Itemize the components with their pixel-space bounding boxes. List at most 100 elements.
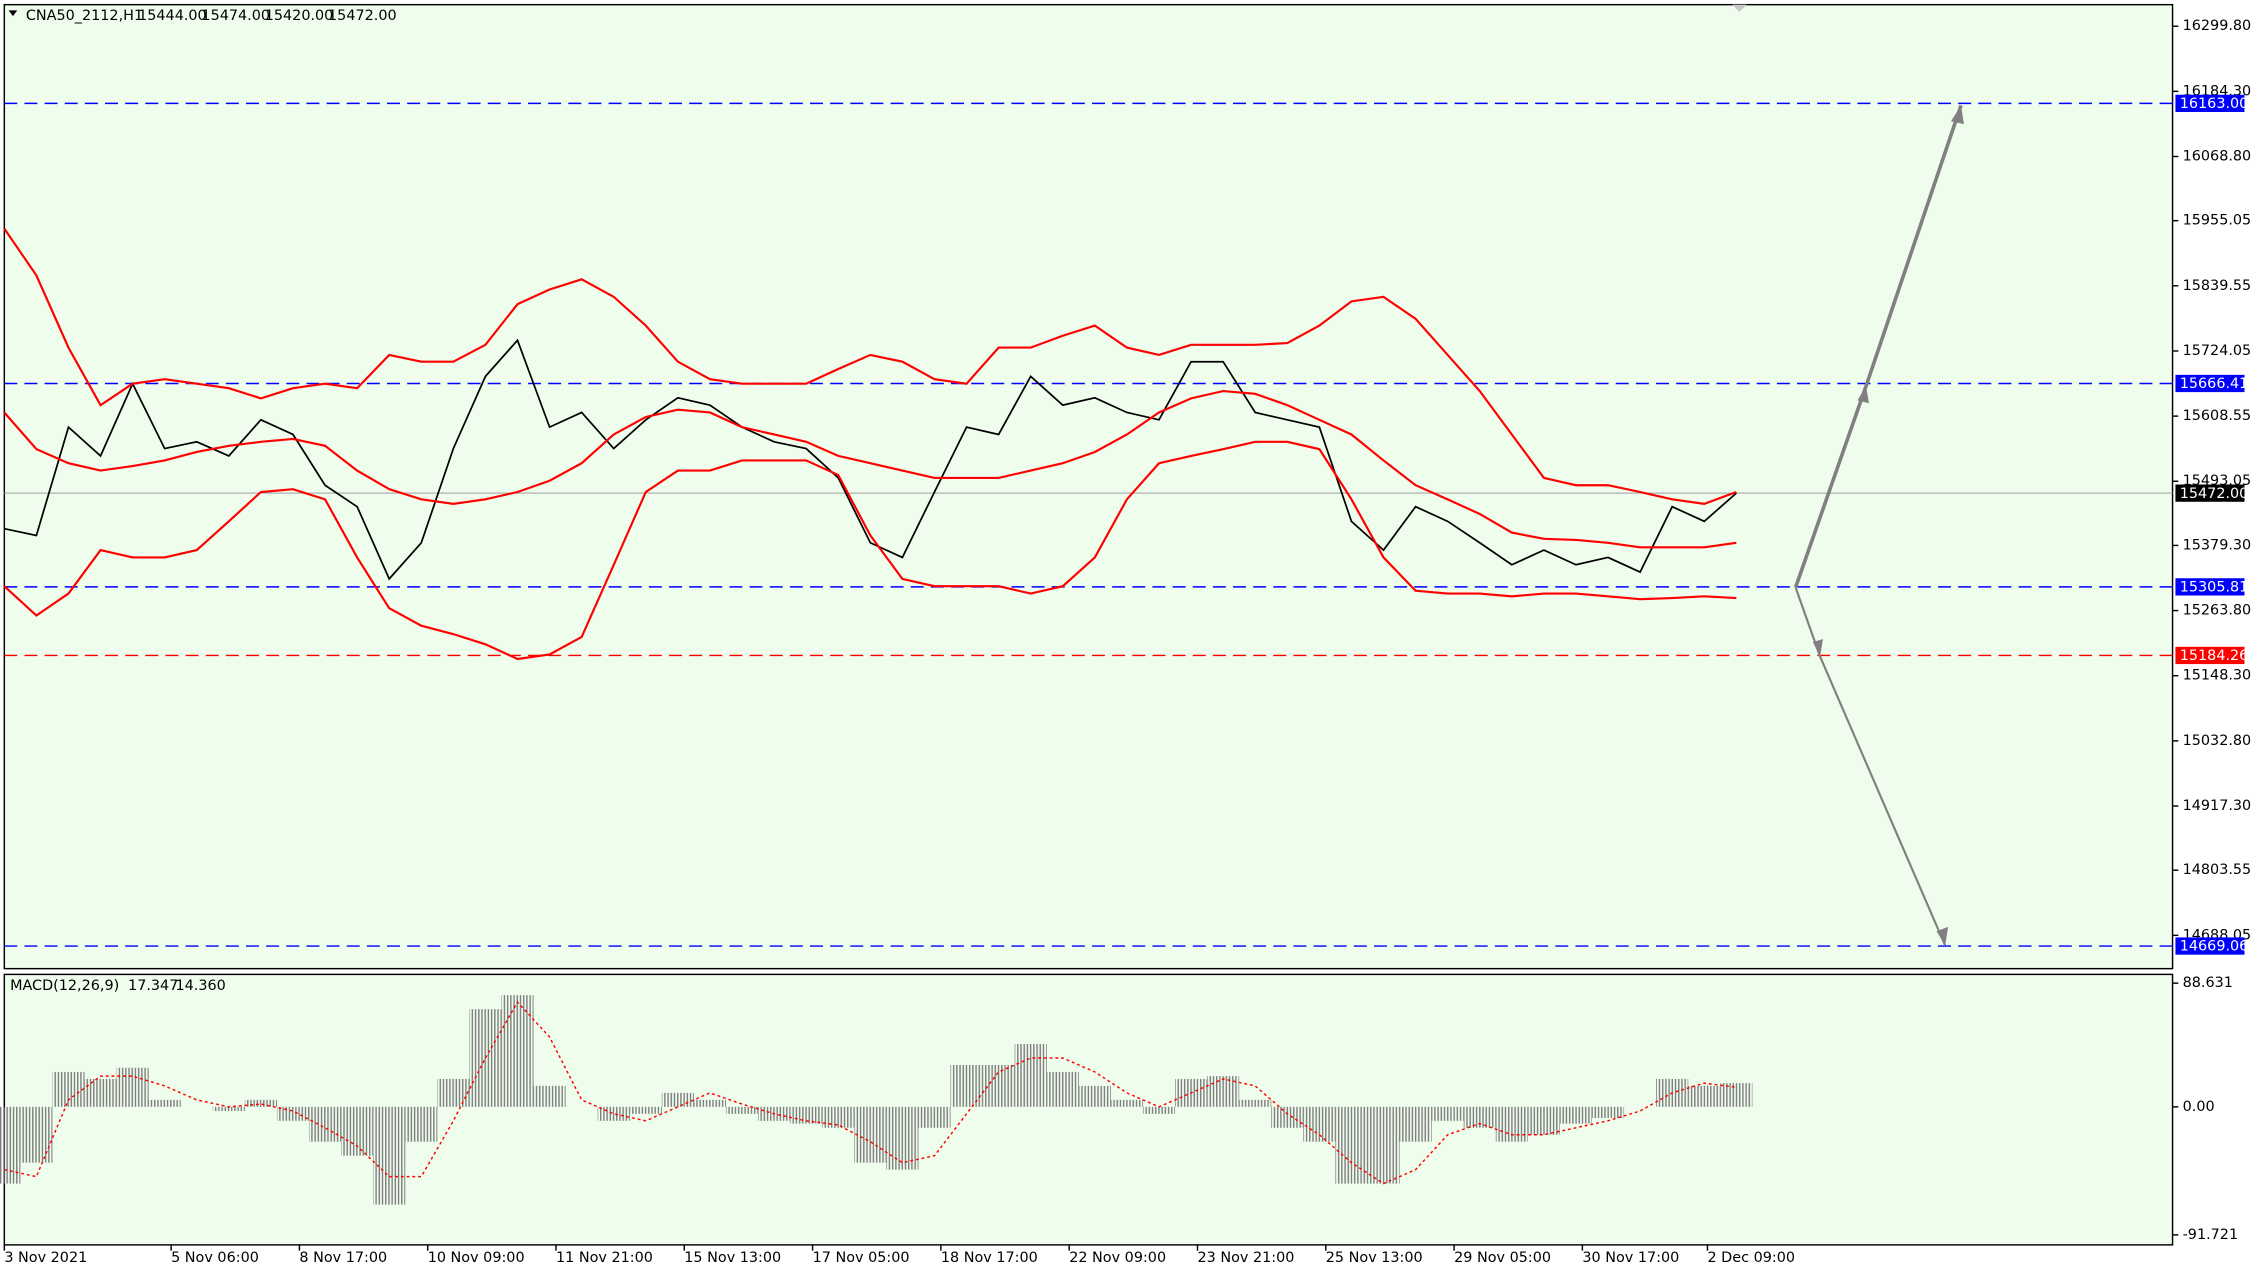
- histogram-bar: [373, 1106, 406, 1205]
- x-tick-label: 22 Nov 09:00: [1069, 1250, 1166, 1266]
- x-tick-label: 3 Nov 2021: [4, 1250, 87, 1266]
- histogram-bar: [725, 1106, 759, 1114]
- histogram-bar: [1142, 1106, 1176, 1114]
- histogram-bar: [244, 1099, 277, 1107]
- arrow-head: [1936, 926, 1949, 946]
- histogram-bar: [533, 1085, 566, 1107]
- histogram-bar: [309, 1106, 342, 1142]
- arrow-head: [1857, 385, 1869, 404]
- macd-title: MACD(12,26,9): [10, 978, 119, 994]
- histogram-bar: [629, 1106, 662, 1114]
- x-tick-label: 15 Nov 13:00: [684, 1250, 781, 1266]
- histogram-bar: [341, 1106, 374, 1156]
- x-tick-label: 5 Nov 06:00: [171, 1250, 259, 1266]
- histogram-bar: [1303, 1106, 1336, 1142]
- x-tick-label: 25 Nov 13:00: [1326, 1250, 1423, 1266]
- symbol-title: CNA50_2112,H1: [26, 8, 143, 24]
- price-box: [2175, 937, 2245, 955]
- x-tick-label: 10 Nov 09:00: [428, 1250, 525, 1266]
- y-tick-label: 15379.30: [2183, 537, 2252, 553]
- ohlc-high: 15474.00: [201, 8, 270, 24]
- histogram-bar: [1591, 1106, 1625, 1119]
- price-box: [2175, 374, 2245, 393]
- ohlc-open: 15444.00: [138, 8, 207, 24]
- y-tick-label: 14803.55: [2183, 862, 2252, 878]
- x-tick-label: 30 Nov 17:00: [1582, 1250, 1679, 1266]
- histogram-bar: [661, 1092, 694, 1107]
- x-tick-label: 2 Dec 09:00: [1707, 1250, 1795, 1266]
- histogram-bar: [405, 1106, 438, 1142]
- histogram-bar: [1110, 1099, 1143, 1107]
- y-tick-label: 15608.55: [2183, 408, 2252, 424]
- histogram-bar: [854, 1106, 887, 1163]
- y-tick-label: 88.631: [2183, 975, 2233, 991]
- ohlc-low: 15420.00: [265, 8, 334, 24]
- histogram-bar: [1688, 1085, 1721, 1107]
- shift-marker: [1732, 4, 1747, 12]
- arrow-head: [1812, 639, 1823, 657]
- histogram-bar: [84, 1078, 117, 1107]
- price-box: [2175, 646, 2245, 665]
- x-tick-label: 17 Nov 05:00: [813, 1250, 910, 1266]
- histogram-bar: [212, 1106, 245, 1112]
- y-tick-label: 15839.55: [2183, 278, 2252, 294]
- y-tick-label: 15032.80: [2183, 733, 2252, 749]
- histogram-bar: [1271, 1106, 1304, 1128]
- y-tick-label: 16299.80: [2183, 18, 2252, 34]
- series-line: [3, 389, 1737, 549]
- histogram-bar: [693, 1099, 726, 1107]
- y-tick-label: 15955.05: [2183, 213, 2252, 229]
- y-tick-label: 15148.30: [2183, 668, 2252, 684]
- price-box-label: 15305.81: [2180, 580, 2249, 596]
- histogram-bar: [1527, 1106, 1560, 1135]
- histogram-bar: [501, 995, 534, 1107]
- histogram-bar: [437, 1078, 470, 1107]
- y-tick-label: 15263.80: [2183, 603, 2252, 619]
- macd-reading: 17.347: [128, 978, 178, 994]
- histogram-bar: [1014, 1044, 1047, 1107]
- menu-triangle[interactable]: [8, 10, 18, 17]
- series-line: [4, 338, 1737, 581]
- arrow-head: [1950, 105, 1964, 125]
- x-tick-label: 18 Nov 17:00: [941, 1250, 1038, 1266]
- x-tick-label: 11 Nov 21:00: [556, 1250, 653, 1266]
- histogram-bar: [1559, 1106, 1593, 1124]
- histogram-bar: [1399, 1106, 1432, 1142]
- histogram-bar: [1463, 1106, 1496, 1128]
- x-tick-label: 29 Nov 05:00: [1454, 1250, 1551, 1266]
- histogram-bar: [20, 1106, 53, 1163]
- price-box-label: 15666.41: [2180, 376, 2249, 392]
- price-box-label: 15472.00: [2180, 486, 2249, 502]
- y-tick-label: 0.00: [2183, 1099, 2215, 1115]
- histogram-bar: [1239, 1099, 1272, 1107]
- histogram-bar: [1367, 1106, 1400, 1184]
- histogram-bar: [1078, 1085, 1111, 1107]
- histogram-bar: [918, 1106, 951, 1128]
- price-box-label: 15184.26: [2180, 648, 2249, 664]
- histogram-bar: [1431, 1106, 1464, 1121]
- histogram-bar: [1720, 1083, 1753, 1107]
- price-box: [2175, 578, 2245, 596]
- ohlc-close: 15472.00: [328, 8, 397, 24]
- histogram-bar: [886, 1106, 919, 1170]
- histogram-bar: [469, 1009, 502, 1107]
- price-box-label: 14669.06: [2180, 939, 2249, 955]
- price-box: [2175, 94, 2245, 113]
- price-box: [2175, 484, 2245, 502]
- x-tick-label: 8 Nov 17:00: [299, 1250, 387, 1266]
- price-panel: [3, 3, 2174, 970]
- series-line: [4, 1000, 1737, 1185]
- histogram-bar: [116, 1067, 149, 1107]
- histogram-bar: [1046, 1071, 1079, 1107]
- histogram-bar: [0, 1106, 21, 1184]
- y-tick-label: 15724.05: [2183, 343, 2252, 359]
- histogram-bar: [276, 1106, 310, 1121]
- histogram-bar: [52, 1071, 85, 1107]
- analysis-arrows: [1793, 104, 1964, 947]
- histogram-bar: [148, 1099, 181, 1107]
- histogram-bar: [822, 1106, 855, 1128]
- signal-reading: 14.360: [176, 978, 226, 994]
- histogram-bar: [790, 1106, 823, 1124]
- price-box-label: 16163.00: [2180, 96, 2249, 112]
